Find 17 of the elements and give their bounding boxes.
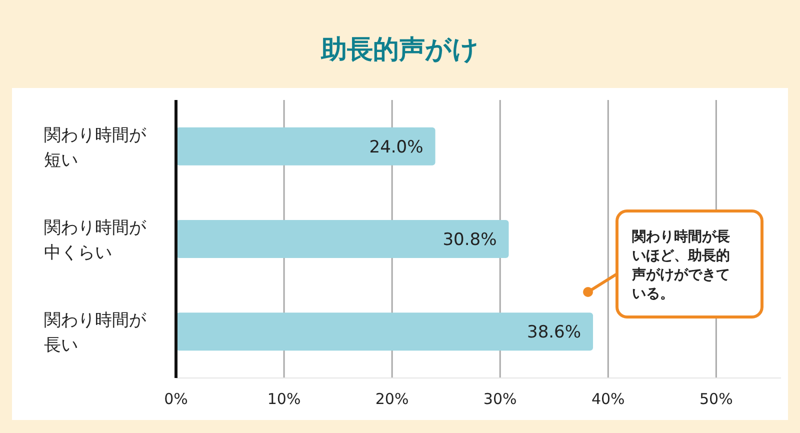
x-tick-label: 0% (164, 390, 188, 408)
x-tick-label: 20% (375, 390, 409, 408)
bar (176, 127, 436, 166)
data-label: 24.0% (369, 137, 424, 158)
y-tick-label: 関わり時間が長い (44, 310, 147, 356)
bar (176, 220, 509, 258)
chart-title: 助長的声がけ (320, 35, 479, 65)
x-tick-label: 50% (700, 390, 733, 408)
y-tick-label: 関わり時間が中くらい (44, 218, 147, 263)
x-tick-label: 30% (483, 390, 517, 408)
annotation: 関わり時間が長いほど、助長的声がけができている。 (631, 229, 730, 302)
x-tick-label: 40% (591, 390, 625, 408)
y-tick-label: 関わり時間が短い (44, 125, 147, 170)
data-label: 38.6% (527, 322, 582, 343)
bar (176, 312, 594, 351)
x-tick-label: 10% (267, 390, 301, 408)
data-label: 30.8% (442, 230, 497, 250)
